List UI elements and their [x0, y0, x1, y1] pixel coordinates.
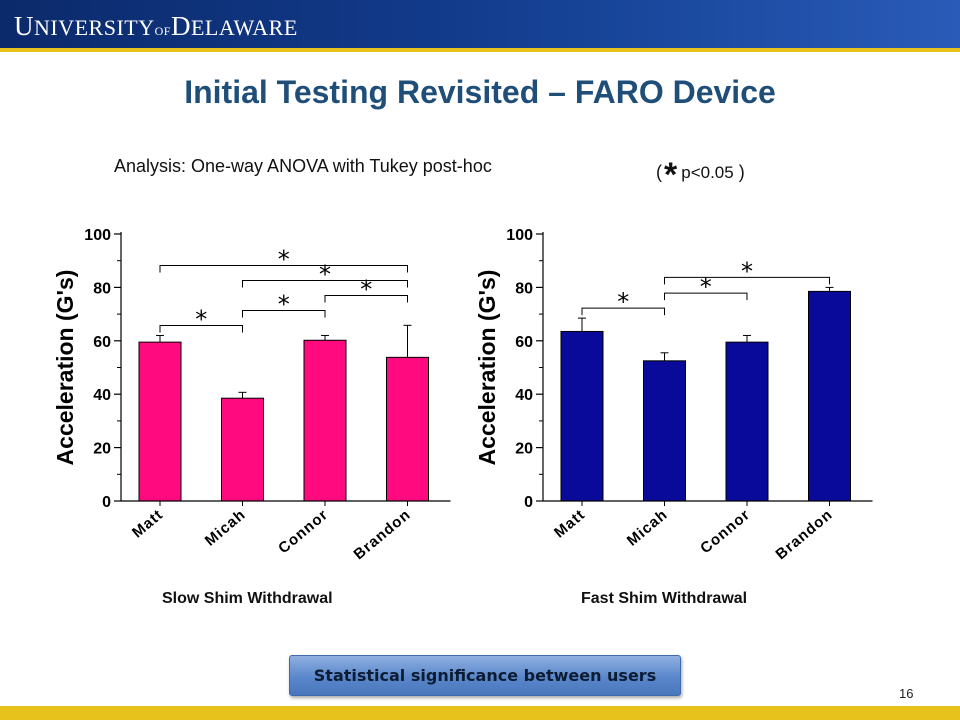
- y-tick-label: 20: [93, 441, 111, 458]
- bar-matt: [138, 341, 182, 502]
- significance-bracket: [159, 324, 243, 333]
- significance-asterisk: *: [195, 305, 207, 333]
- x-tick-label-micah: Micah: [624, 506, 671, 550]
- fast-withdrawal-chart: Acceleration (G's) 0 20 40 60 80 100 Matt Micah C…: [474, 227, 873, 563]
- header-bar: [0, 0, 960, 48]
- y-tick-label: 80: [515, 280, 533, 297]
- significance-asterisk: *: [700, 273, 712, 301]
- bar-matt: [560, 330, 604, 502]
- y-tick-label: 100: [84, 227, 111, 244]
- footer-gold-bar: [0, 706, 960, 720]
- y-tick-label: 0: [524, 494, 533, 511]
- y-axis-label: Acceleration (G's): [474, 270, 500, 466]
- x-tick-label-matt: Matt: [129, 506, 167, 541]
- fast-chart-caption: Fast Shim Withdrawal: [581, 590, 748, 607]
- university-logo: UNIVERSITYOFDELAWARE: [14, 11, 298, 41]
- y-tick-label: 60: [93, 334, 111, 351]
- significance-asterisk: *: [360, 275, 372, 303]
- x-tick-label-connor: Connor: [275, 506, 331, 557]
- bar-micah: [221, 397, 264, 502]
- y-tick-label: 100: [506, 227, 533, 244]
- x-tick-label-brandon: Brandon: [773, 506, 837, 563]
- x-tick-label-connor: Connor: [697, 506, 753, 557]
- slow-withdrawal-chart: Acceleration (G's) 0 20 40 60 80 100 Matt Micah C…: [52, 227, 451, 563]
- x-tick-label-matt: Matt: [551, 506, 589, 541]
- y-tick-label: 40: [515, 387, 533, 404]
- y-tick-label: 0: [102, 494, 111, 511]
- bar-brandon: [386, 356, 429, 502]
- y-tick-label: 60: [515, 334, 533, 351]
- y-tick-label: 20: [515, 441, 533, 458]
- significance-asterisk: *: [278, 245, 290, 273]
- header-gold-stripe: [0, 48, 960, 52]
- significance-bracket: [242, 279, 408, 288]
- slide-title: Initial Testing Revisited – FARO Device: [184, 74, 776, 110]
- y-tick-label: 40: [93, 387, 111, 404]
- significance-asterisk: *: [741, 257, 753, 285]
- asterisk-icon: *: [664, 156, 678, 194]
- significance-legend: (* p<0.05 ): [656, 156, 745, 194]
- significance-asterisk: *: [617, 288, 629, 316]
- significance-bracket: [324, 294, 408, 303]
- x-tick-label-brandon: Brandon: [351, 506, 415, 563]
- bar-connor: [303, 339, 347, 502]
- significance-bracket: [664, 276, 830, 285]
- page-number: 16: [899, 686, 914, 701]
- bar-connor: [725, 341, 769, 502]
- bar-brandon: [808, 290, 851, 502]
- significance-bracket: [159, 264, 408, 273]
- y-tick-label: 80: [93, 280, 111, 297]
- y-axis-label: Acceleration (G's): [52, 270, 78, 466]
- significance-asterisk: *: [278, 290, 290, 318]
- significance-asterisk: *: [319, 260, 331, 288]
- significance-button[interactable]: Statistical significance between users: [289, 655, 681, 696]
- slow-chart-caption: Slow Shim Withdrawal: [162, 590, 333, 607]
- bar-micah: [643, 360, 686, 502]
- significance-bracket: [664, 292, 748, 301]
- analysis-text: Analysis: One-way ANOVA with Tukey post-…: [114, 156, 492, 176]
- x-tick-label-micah: Micah: [202, 506, 249, 550]
- significance-bracket: [581, 307, 665, 316]
- significance-bracket: [242, 309, 326, 318]
